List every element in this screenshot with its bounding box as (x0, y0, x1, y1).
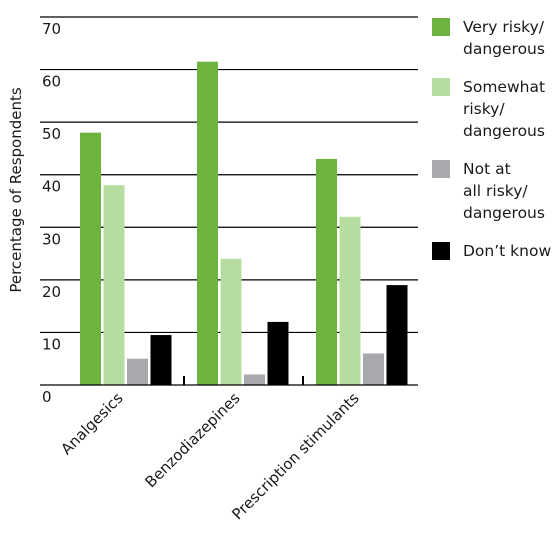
bar (80, 132, 101, 385)
legend-item: Somewhat risky/dangerous (432, 78, 545, 140)
bar (339, 216, 361, 385)
y-tick-label: 10 (42, 335, 61, 353)
bar (127, 358, 148, 385)
gridlines (40, 16, 418, 334)
legend-label: Somewhat risky/dangerous (463, 78, 545, 140)
y-tick-label: 60 (42, 73, 61, 91)
bar (103, 185, 125, 385)
y-tick-label: 0 (42, 388, 52, 406)
legend-swatch (432, 18, 450, 36)
bar (363, 353, 384, 385)
legend-swatch (432, 242, 450, 260)
legend-item: Very risky/dangerous (432, 18, 545, 58)
legend-swatch (432, 160, 450, 178)
legend-item: Not at all risky/dangerous (432, 160, 545, 222)
y-tick-label: 40 (42, 178, 61, 196)
legend-item: Don’t know (432, 242, 551, 260)
legend-label: Don’t know (463, 242, 551, 260)
x-tick-label: Analgesics (57, 389, 126, 458)
legend: Very risky/dangerous Somewhat risky/danger… (432, 18, 551, 260)
legend-label: Very risky/dangerous (463, 18, 545, 58)
x-tick-label: Prescription stimulants (228, 389, 362, 523)
bar (150, 335, 172, 385)
y-tick-label: 20 (42, 283, 61, 301)
legend-swatch (432, 78, 450, 96)
bar (220, 258, 242, 385)
y-tick-label: 50 (42, 125, 61, 143)
bar (316, 158, 337, 385)
legend-label: Not at all risky/dangerous (463, 160, 545, 222)
y-tick-labels: 0 10 20 30 40 50 60 70 (42, 20, 61, 406)
bar (386, 285, 408, 385)
x-tick-label: Benzodiazepines (142, 389, 244, 491)
bar (197, 61, 218, 385)
y-axis-title: Percentage of Respondents (7, 87, 25, 293)
axes (40, 376, 418, 386)
bar (244, 374, 265, 385)
bars (80, 61, 408, 385)
y-tick-label: 70 (42, 20, 61, 38)
bar (267, 321, 289, 385)
y-tick-label: 30 (42, 230, 61, 248)
